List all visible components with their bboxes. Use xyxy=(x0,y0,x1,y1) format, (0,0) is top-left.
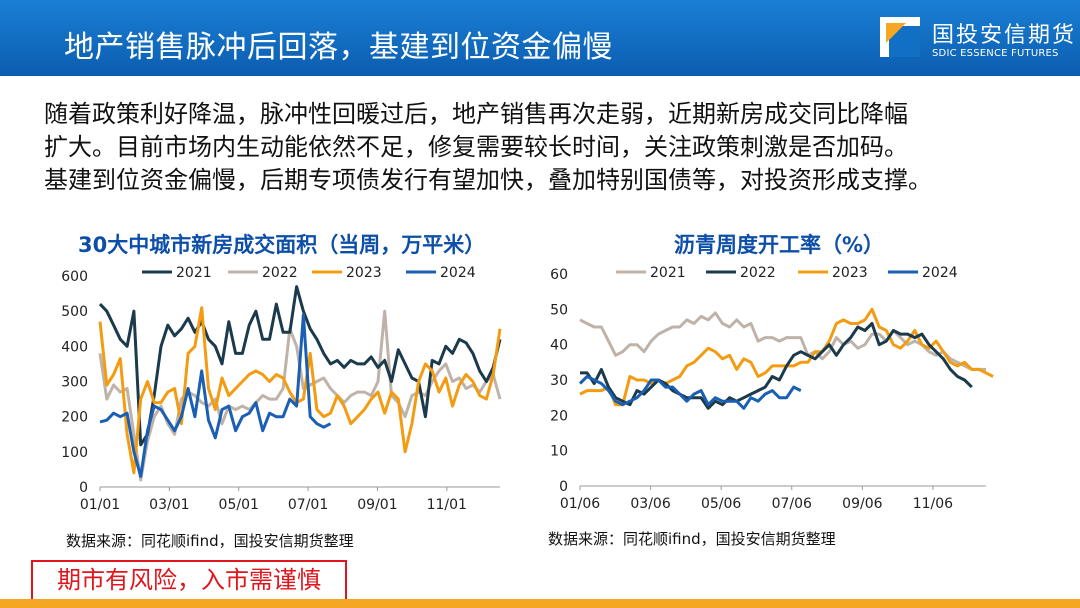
x-tick-label: 03/06 xyxy=(630,496,670,512)
series-line-2021 xyxy=(579,311,986,371)
x-tick-label: 01/06 xyxy=(560,496,600,512)
asphalt-operating-rate-chart: 0 10 20 30 40 50 60 01/06 03/06 05/06 07/06 09/06 11… xyxy=(550,265,994,512)
y-tick-label: 30 xyxy=(550,373,568,389)
data-source-right: 数据来源：同花顺ifind，国投安信期货整理 xyxy=(548,530,836,548)
series-line-2024 xyxy=(578,375,802,410)
risk-warning-box: 期市有风险，入市需谨慎 xyxy=(31,560,347,601)
y-tick-label: 600 xyxy=(61,269,88,285)
y-tick-label: 200 xyxy=(61,410,88,426)
chart-title-housing: 30大中城市新房成交面积（当周，万平米） xyxy=(78,233,486,257)
legend-label: 2023 xyxy=(346,265,382,281)
chart-title-asphalt: 沥青周度开工率（%） xyxy=(674,233,885,257)
summary-paragraph: 随着政策利好降温，脉冲性回暖过后，地产销售再次走弱，近期新房成交同比降幅 扩大。… xyxy=(44,98,1044,197)
x-tick-label: 07/01 xyxy=(288,497,328,513)
summary-line: 随着政策利好降温，脉冲性回暖过后，地产销售再次走弱，近期新房成交同比降幅 xyxy=(44,100,908,128)
series-line-2022 xyxy=(580,322,973,410)
x-tick-label: 05/06 xyxy=(701,496,741,512)
title-bar: 地产销售脉冲后回落，基建到位资金偏慢 国投安信期货 SDIC ESSENCE F… xyxy=(0,0,1080,76)
data-source-left: 数据来源：同花顺ifind，国投安信期货整理 xyxy=(66,532,354,550)
company-name-cn: 国投安信期货 xyxy=(932,23,1077,48)
summary-line: 基建到位资金偏慢，后期专项债发行有望加快，叠加特别国债等，对投资形成支撑。 xyxy=(44,166,932,194)
y-tick-label: 500 xyxy=(61,304,88,320)
summary-line: 扩大。目前市场内生动能依然不足，修复需要较长时间，关注政策刺激是否加码。 xyxy=(44,133,908,161)
y-tick-label: 60 xyxy=(550,267,568,283)
x-tick-label: 07/06 xyxy=(772,496,812,512)
legend-label: 2021 xyxy=(650,265,686,281)
x-tick-label: 01/01 xyxy=(80,497,120,513)
legend-label: 2021 xyxy=(176,265,212,281)
x-tick-label: 09/01 xyxy=(357,497,397,513)
y-tick-label: 0 xyxy=(559,479,568,495)
x-tick-label: 05/01 xyxy=(219,497,259,513)
y-tick-label: 400 xyxy=(61,339,88,355)
series-line-2023 xyxy=(579,307,994,407)
legend-label: 2022 xyxy=(740,265,776,281)
x-tick-label: 11/01 xyxy=(427,497,467,513)
y-tick-label: 20 xyxy=(550,408,568,424)
housing-sales-chart: 0 100 200 300 400 500 600 01/01 03/01 05/01 07/01 0… xyxy=(61,265,502,513)
y-tick-label: 300 xyxy=(61,375,88,391)
series-line-2024 xyxy=(99,313,332,478)
y-tick-label: 0 xyxy=(79,480,88,496)
y-tick-label: 100 xyxy=(61,445,88,461)
x-tick-label: 11/06 xyxy=(913,496,953,512)
legend-label: 2022 xyxy=(262,265,298,281)
legend-label: 2024 xyxy=(922,265,958,281)
x-tick-label: 03/01 xyxy=(149,497,189,513)
page-title: 地产销售脉冲后回落，基建到位资金偏慢 xyxy=(64,30,613,65)
series-line-2021 xyxy=(98,285,502,447)
company-logo-icon xyxy=(880,17,920,57)
y-tick-label: 10 xyxy=(550,444,568,460)
legend-label: 2024 xyxy=(440,265,476,281)
series-line-2023 xyxy=(98,306,502,475)
y-tick-label: 40 xyxy=(550,338,568,354)
footer-bar xyxy=(0,599,1080,608)
y-tick-label: 50 xyxy=(550,302,568,318)
legend-label: 2023 xyxy=(832,265,868,281)
company-name-en: SDIC ESSENCE FUTURES xyxy=(932,48,1059,59)
x-tick-label: 09/06 xyxy=(842,496,882,512)
series-line-2022 xyxy=(98,309,502,482)
